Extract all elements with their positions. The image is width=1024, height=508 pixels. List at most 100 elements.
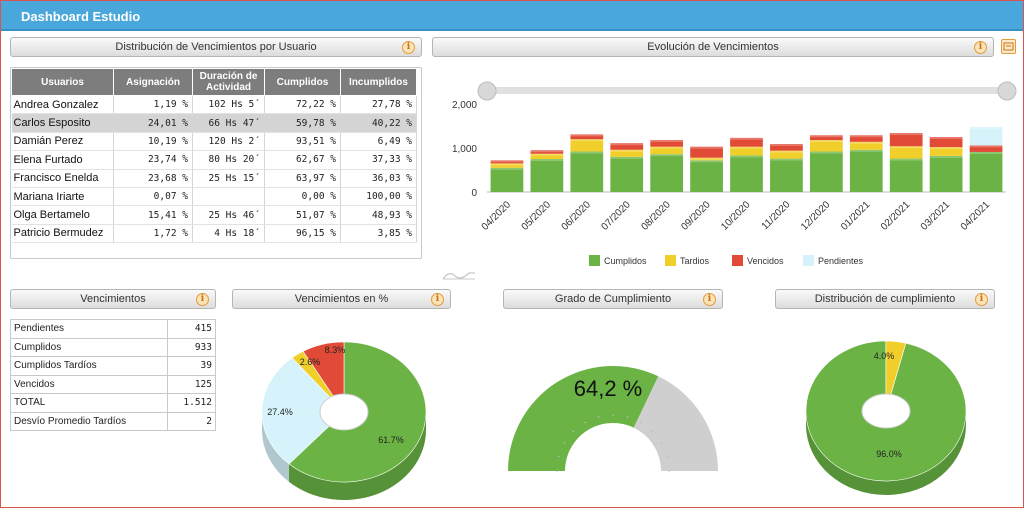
bar-highlight [889, 158, 923, 161]
table-row[interactable]: Patricio Bermudez 1,72 % 4 Hs 18´ 96,15 % 3,… [11, 224, 417, 244]
bar-segment-cumplidos [889, 158, 923, 192]
legend-label: Tardios [680, 256, 710, 266]
bar-highlight [650, 154, 684, 157]
x-tick-label: 09/2020 [679, 199, 713, 233]
panel-header-vencimientos-pct: Vencimientos en % i [232, 289, 451, 309]
bar-highlight [809, 135, 843, 138]
resize-handle-icon[interactable] [441, 268, 477, 282]
gauge-remainder [633, 376, 718, 471]
pie-value-label: 8.3% [325, 345, 346, 355]
table-cell: 96,15 % [264, 224, 341, 244]
column-header[interactable]: Duración de Actividad [192, 68, 265, 96]
table-row[interactable]: Elena Furtado 23,74 % 80 Hs 20´ 62,67 % 37,3… [11, 150, 417, 170]
table-row: Cumplidos 933 [10, 337, 216, 357]
legend-label: Pendientes [818, 256, 864, 266]
bar-highlight [530, 153, 564, 156]
pie-slice-vencidos [302, 341, 345, 413]
info-icon[interactable]: i [431, 293, 444, 306]
app-title: Dashboard Estudio [21, 9, 141, 24]
bar-segment-cumplidos [929, 155, 963, 192]
legend-label: Cumplidos [604, 256, 647, 266]
export-icon[interactable] [1001, 39, 1016, 54]
table-row: Cumplidos Tardíos 39 [10, 356, 216, 376]
bar-highlight [889, 133, 923, 136]
range-slider-handle-right [997, 81, 1017, 101]
panel-title: Distribución de cumplimiento [814, 293, 956, 305]
table-row: TOTAL 1.512 [10, 393, 216, 413]
bar-segment-cumplidos [570, 151, 604, 192]
gauge-tick [572, 430, 575, 433]
info-icon[interactable]: i [703, 293, 716, 306]
pie-side-cumplidos [806, 411, 966, 495]
bar-segment-tardios [570, 139, 604, 152]
pie-side-shade [806, 411, 966, 495]
column-header[interactable]: Asignación [113, 68, 193, 96]
info-icon[interactable]: i [975, 293, 988, 306]
bar-highlight [849, 149, 883, 152]
x-tick-label: 08/2020 [639, 199, 673, 233]
y-tick-label: 2,000 [452, 100, 477, 111]
table-cell: 1,19 % [113, 95, 193, 115]
bar-highlight [530, 150, 564, 153]
panel-header-vencimientos: Vencimientos i [10, 289, 216, 309]
bar-segment-vencidos [929, 137, 963, 148]
pie-value-label: 4.0% [874, 351, 895, 361]
info-icon[interactable]: i [974, 41, 987, 54]
bar-highlight [809, 151, 843, 154]
vencimiento-value: 2 [167, 411, 216, 431]
bar-segment-cumplidos [730, 155, 763, 192]
table-cell: 27,78 % [340, 95, 417, 115]
table-row[interactable]: Mariana Iriarte 0,07 % 0,00 % 100,00 % [11, 187, 417, 207]
range-slider-handle-left [477, 81, 497, 101]
panel-header-evolucion: Evolución de Vencimientos i [432, 37, 994, 57]
bar-highlight [690, 160, 723, 163]
table-cell: 51,07 % [264, 205, 341, 225]
vencimiento-value: 39 [167, 356, 216, 376]
column-header[interactable]: Usuarios [11, 68, 114, 96]
table-row[interactable]: Francisco Enelda 23,68 % 25 Hs 15´ 63,97 % 3… [11, 169, 417, 188]
table-cell: 37,33 % [340, 150, 417, 170]
table-row[interactable]: Carlos Esposito 24,01 % 66 Hs 47´ 59,78 % 40… [11, 113, 417, 133]
bar-segment-vencidos [490, 160, 524, 164]
bar-segment-tardios [889, 146, 923, 159]
bar-highlight [490, 160, 524, 163]
bar-highlight [610, 143, 644, 146]
bar-segment-cumplidos [690, 160, 723, 192]
info-icon[interactable]: i [196, 293, 209, 306]
table-cell: 6,49 % [340, 132, 417, 152]
table-row[interactable]: Damián Perez 10,19 % 120 Hs 2´ 93,51 % 6,49 … [11, 132, 417, 152]
column-header[interactable]: Cumplidos [264, 68, 341, 96]
table-row[interactable]: Olga Bertamelo 15,41 % 25 Hs 46´ 51,07 % 48,… [11, 205, 417, 225]
table-cell: 80 Hs 20´ [192, 150, 265, 170]
info-icon[interactable]: i [402, 41, 415, 54]
table-cell [192, 187, 265, 207]
bar-highlight [690, 146, 723, 149]
bar-highlight [730, 155, 763, 158]
x-tick-label: 10/2020 [719, 199, 753, 233]
table-cell: 102 Hs 5´ [192, 95, 265, 115]
gauge-tick [660, 442, 663, 444]
table-row[interactable]: Andrea Gonzalez 1,19 % 102 Hs 5´ 72,22 % 27,… [11, 95, 417, 115]
gauge-tick [597, 416, 600, 418]
x-tick-label: 07/2020 [600, 199, 634, 233]
pie-value-label: 61.7% [378, 435, 404, 445]
pie-slice-pendientes [261, 357, 345, 465]
bar-highlight [650, 140, 684, 143]
bar-highlight [770, 144, 803, 147]
user-table-container: Usuarios Asignación Duración de Actividad C… [10, 67, 422, 259]
table-row: Desvío Promedio Tardíos 2 [10, 411, 216, 431]
bar-segment-vencidos [730, 137, 763, 147]
bar-segment-tardios [730, 146, 763, 156]
bar-segment-cumplidos [530, 159, 564, 192]
bar-segment-tardios [530, 153, 564, 159]
column-header[interactable]: Incumplidos [340, 68, 417, 96]
bar-highlight [770, 150, 803, 153]
bar-highlight [809, 140, 843, 143]
gauge-tick [563, 442, 566, 444]
gauge-tick [556, 470, 558, 472]
bar-segment-cumplidos [490, 167, 524, 192]
bar-segment-tardios [650, 146, 684, 155]
bar-segment-tardios [610, 149, 644, 157]
bar-highlight [929, 137, 963, 139]
table-row: Vencidos 125 [10, 374, 216, 394]
